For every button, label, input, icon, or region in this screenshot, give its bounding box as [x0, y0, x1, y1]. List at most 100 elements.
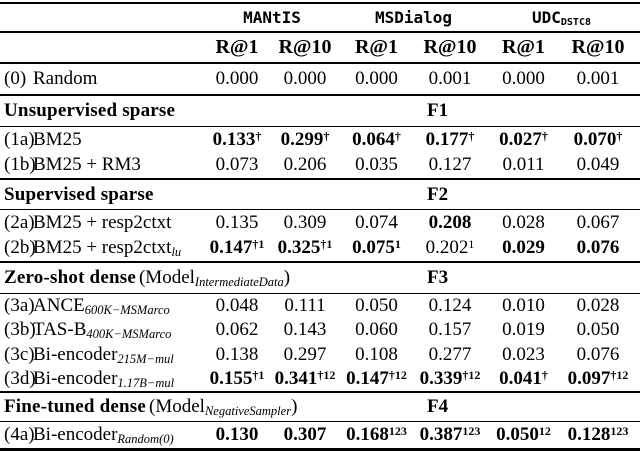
- row-label: BM25: [33, 129, 204, 151]
- dataset-header-msdialog: MSDialog: [340, 8, 487, 27]
- metric-cell: 0.157: [413, 319, 487, 341]
- metric-value: 0.075: [352, 237, 395, 259]
- table-row-ance: (3a) ANCE600K−MSMarco 0.048 0.111 0.050 …: [0, 294, 640, 318]
- metric-value: 0.067: [576, 211, 620, 233]
- metric-cell: 0.147†1: [204, 237, 270, 259]
- metric-value: 0.048: [215, 295, 259, 317]
- section-header-unsupervised-sparse: Unsupervised sparse F1: [0, 96, 640, 126]
- row-id: (1a): [4, 128, 35, 150]
- metric-cell: 0.108: [340, 344, 413, 366]
- metric-cell: 0.073: [204, 154, 270, 176]
- metric-cell: 0.000: [340, 68, 413, 90]
- metric-value: 0.019: [502, 319, 545, 341]
- row-label: Random: [33, 68, 204, 90]
- metric-value: 0.029: [502, 237, 545, 259]
- row-label: Bi-encoder1.17B−mul: [33, 368, 204, 390]
- fold-label: F3: [427, 267, 449, 288]
- significance-superscript: 12: [538, 424, 551, 438]
- metric-value: 0.127: [428, 154, 472, 176]
- row-id: (2a): [4, 211, 35, 233]
- metric-value: 0.070: [573, 128, 617, 150]
- metric-value: 0.060: [355, 319, 398, 341]
- metric-value: 0.062: [215, 319, 259, 341]
- metric-cell: 0.127: [413, 154, 487, 176]
- section-title: Unsupervised sparse: [4, 100, 176, 121]
- metric-cell: 0.124: [413, 295, 487, 317]
- metric-value: 0.157: [428, 319, 472, 341]
- rule: [0, 178, 640, 180]
- metric-value: 0.050: [496, 424, 539, 445]
- section-title-model: (ModelIntermediateData): [139, 267, 290, 289]
- metric-cell: 0.128123: [560, 424, 636, 446]
- row-label-subscript: 600K−MSMarco: [84, 303, 170, 318]
- significance-superscript: †: [323, 128, 330, 143]
- bottom-rule: [0, 448, 640, 451]
- metric-cell: 0.325†1: [270, 237, 340, 259]
- metric-value: 0.297: [283, 343, 327, 365]
- row-label-text: ANCE: [33, 295, 85, 317]
- metric-cell: 0.0751: [340, 237, 413, 259]
- row-label-text: Bi-encoder: [33, 424, 118, 445]
- table-row-bi-encoder-1-17b: (3d) Bi-encoder1.17B−mul 0.155†1 0.341†1…: [0, 367, 640, 391]
- significance-superscript: †: [541, 367, 548, 382]
- rule: [0, 94, 640, 96]
- metric-cell: 0.341†12: [270, 368, 340, 390]
- metric-cell: 0.208: [413, 212, 487, 234]
- metric-cell: 0.297: [270, 344, 340, 366]
- metric-value: 0.000: [283, 68, 327, 89]
- metric-value: 0.138: [215, 343, 259, 365]
- metric-cell: 0.060: [340, 319, 413, 341]
- metric-value: 0.000: [215, 68, 259, 89]
- metric-value: 0.074: [355, 211, 398, 233]
- metric-value: 0.000: [355, 68, 398, 89]
- metric-cell: 0.130: [204, 424, 270, 446]
- significance-superscript: †: [541, 128, 548, 143]
- metric-value: 0.208: [428, 211, 472, 233]
- metric-value: 0.147: [346, 367, 389, 389]
- metric-cell: 0.387123: [413, 424, 487, 446]
- row-label-subscript: 400K−MSMarco: [86, 327, 172, 342]
- metric-cell: 0.000: [204, 68, 270, 90]
- metric-cell: 0.147†12: [340, 368, 413, 390]
- dataset-header-mantis: MANtIS: [204, 8, 340, 27]
- section-title-model: (ModelNegativeSampler): [149, 396, 297, 418]
- significance-superscript: †12: [317, 367, 336, 382]
- rule: [0, 391, 640, 393]
- row-label-text: Bi-encoder: [33, 343, 118, 365]
- model-paren: ): [291, 396, 298, 417]
- metric-header: R@10: [423, 36, 477, 58]
- row-label: BM25 + resp2ctxtlu: [33, 237, 204, 259]
- row-label-subscript: 1.17B−mul: [117, 375, 175, 390]
- metric-value: 0.133: [212, 128, 256, 150]
- metric-value: 0.073: [215, 154, 259, 176]
- top-rule: [0, 2, 640, 4]
- metric-value: 0.147: [209, 237, 253, 259]
- model-subscript: IntermediateData: [194, 275, 284, 289]
- header-rule: [0, 31, 640, 33]
- metric-value: 0.023: [502, 343, 545, 365]
- metric-value: 0.339: [419, 367, 463, 389]
- metric-cell: 0.168123: [340, 424, 413, 446]
- metric-value: 0.309: [283, 211, 327, 233]
- metric-value: 0.076: [576, 343, 620, 365]
- metric-header: R@10: [571, 36, 625, 58]
- metric-header: R@1: [215, 36, 259, 58]
- metric-cell: 0.177†: [413, 129, 487, 151]
- dataset-header-row: MANtIS MSDialog UDCDSTC8: [0, 4, 640, 31]
- significance-superscript: †: [255, 128, 262, 143]
- fold-label: F4: [427, 396, 449, 417]
- metric-value: 0.041: [499, 367, 542, 389]
- row-label-text: Random: [33, 68, 98, 89]
- metric-cell: 0.111: [270, 295, 340, 317]
- significance-superscript: †12: [388, 367, 407, 382]
- metric-value: 0.097: [567, 367, 611, 389]
- metric-cell: 0.050: [560, 319, 636, 341]
- row-id: (3b): [4, 319, 36, 341]
- metric-cell: 0.206: [270, 154, 340, 176]
- rule: [0, 261, 640, 263]
- dataset-name: MSDialog: [374, 8, 453, 27]
- rule: [0, 209, 640, 210]
- metric-cell: 0.000: [270, 68, 340, 90]
- metric-cell: 0.097†12: [560, 368, 636, 390]
